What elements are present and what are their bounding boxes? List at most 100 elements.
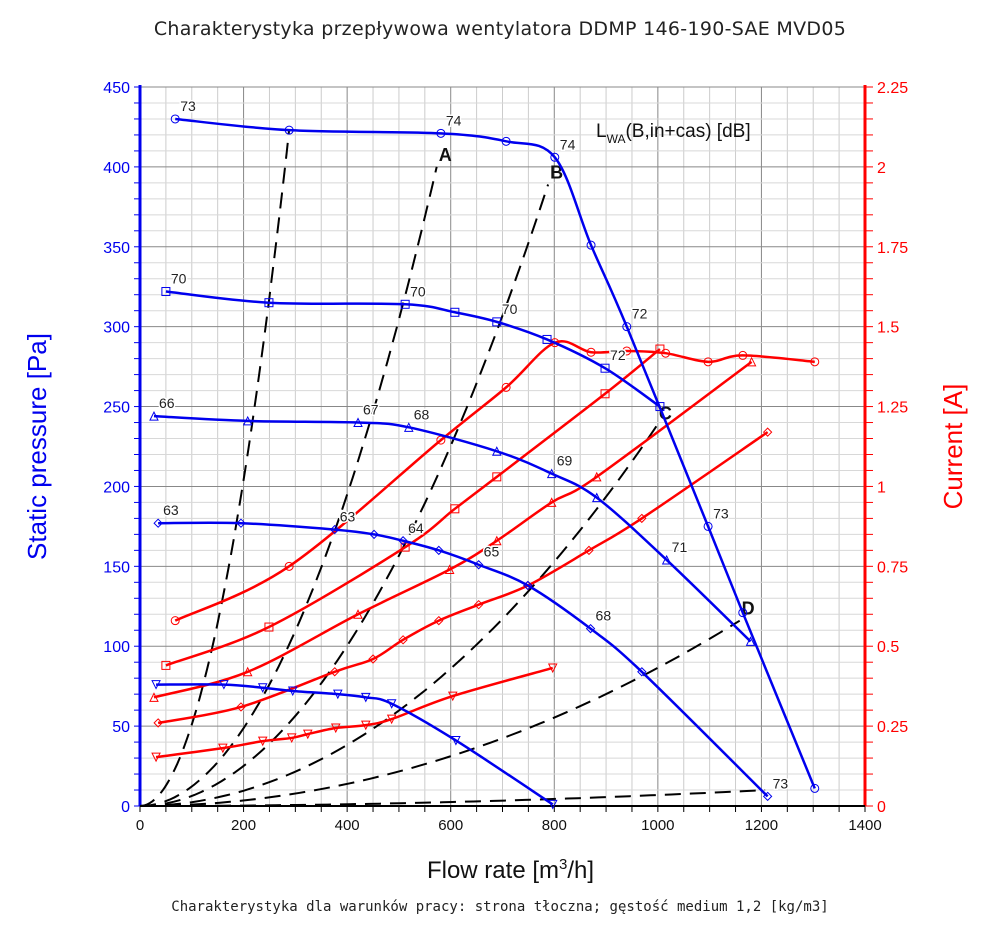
y-tick-label: 150 bbox=[103, 559, 130, 576]
current-point bbox=[302, 729, 313, 740]
current-point bbox=[746, 356, 757, 367]
current-point bbox=[622, 346, 632, 356]
current-point bbox=[257, 736, 268, 747]
pressure-point bbox=[149, 411, 159, 421]
pressure-point bbox=[287, 686, 298, 697]
x-tick-label: 600 bbox=[438, 817, 463, 834]
pressure-point bbox=[661, 554, 672, 565]
current-point bbox=[151, 752, 161, 763]
x-tick-label: 800 bbox=[542, 817, 567, 834]
sound-level-label: 63 bbox=[340, 509, 356, 525]
pressure-point bbox=[161, 287, 171, 297]
y2-tick-label: 1.25 bbox=[877, 400, 908, 417]
current-point bbox=[738, 350, 748, 360]
y2-tick-label: 0.25 bbox=[877, 719, 908, 736]
pressure-point bbox=[745, 636, 756, 646]
pressure-point bbox=[622, 322, 632, 332]
pressure-point bbox=[542, 334, 552, 344]
sound-level-label: 74 bbox=[446, 112, 462, 128]
pressure-point bbox=[353, 417, 363, 428]
pressure-point bbox=[547, 799, 558, 810]
current-point bbox=[492, 472, 502, 482]
pressure-point bbox=[491, 446, 502, 456]
y-axis-title: Static pressure [Pa] bbox=[22, 333, 52, 560]
pressure-point bbox=[473, 560, 484, 570]
current-point bbox=[398, 635, 408, 645]
pressure-point bbox=[403, 422, 414, 432]
x-tick-label: 400 bbox=[335, 817, 360, 834]
pressure-point bbox=[451, 735, 461, 746]
x-tick-label: 200 bbox=[231, 817, 256, 834]
pressure-point bbox=[398, 536, 408, 546]
current-curve bbox=[165, 348, 661, 667]
pressure-point bbox=[523, 580, 533, 591]
current-point bbox=[286, 733, 297, 744]
pressure-point bbox=[400, 299, 410, 309]
pressure-point bbox=[151, 680, 161, 690]
current-point bbox=[153, 718, 163, 728]
current-point bbox=[447, 691, 458, 702]
current-point bbox=[330, 723, 341, 734]
pressure-point bbox=[738, 608, 748, 618]
y-tick-label: 0 bbox=[121, 799, 130, 816]
current-point bbox=[353, 609, 363, 619]
system-curve bbox=[139, 425, 658, 807]
sound-level-label: 66 bbox=[159, 395, 175, 411]
pressure-point bbox=[546, 468, 557, 479]
x-tick-label: 1200 bbox=[745, 817, 778, 834]
current-point bbox=[810, 357, 820, 367]
pressure-point bbox=[550, 152, 560, 162]
system-curve bbox=[139, 184, 550, 807]
current-point bbox=[546, 497, 557, 507]
pressure-point bbox=[236, 518, 246, 528]
y2-axis-title: Current [A] bbox=[938, 384, 968, 510]
current-point bbox=[386, 714, 397, 725]
pressure-point bbox=[703, 521, 713, 531]
current-point bbox=[170, 616, 180, 626]
y-tick-label: 300 bbox=[103, 320, 130, 337]
pressure-point bbox=[257, 683, 268, 693]
x-tick-label: 1000 bbox=[641, 817, 674, 834]
current-point bbox=[591, 471, 602, 482]
y2-tick-label: 0.5 bbox=[877, 639, 899, 656]
sound-level-label: 70 bbox=[502, 301, 518, 317]
current-point bbox=[491, 535, 502, 546]
sound-level-label: 69 bbox=[557, 453, 573, 469]
sound-level-label: 64 bbox=[408, 520, 424, 536]
y-tick-label: 50 bbox=[112, 719, 130, 736]
sound-level-label: 73 bbox=[773, 775, 789, 791]
current-point bbox=[264, 622, 274, 632]
y-tick-label: 100 bbox=[103, 639, 130, 656]
pressure-point bbox=[242, 415, 253, 426]
sound-level-label: 72 bbox=[632, 306, 648, 322]
system-curve bbox=[140, 789, 766, 807]
y2-tick-label: 0.75 bbox=[877, 559, 908, 576]
chart-title: Charakterystyka przepływowa wentylatora … bbox=[153, 18, 847, 40]
current-point bbox=[600, 389, 610, 399]
sound-level-label: 70 bbox=[410, 283, 426, 299]
current-point bbox=[501, 382, 511, 392]
system-curve-label-d: D bbox=[742, 599, 755, 619]
grid bbox=[139, 86, 866, 807]
system-curve bbox=[139, 166, 438, 807]
current-point bbox=[434, 615, 444, 626]
y-tick-label: 250 bbox=[103, 400, 130, 417]
sound-level-label: 73 bbox=[180, 98, 196, 114]
pressure-point bbox=[170, 114, 180, 124]
current-point bbox=[218, 743, 228, 754]
current-point bbox=[368, 654, 378, 664]
current-curve bbox=[155, 666, 554, 759]
pressure-point bbox=[810, 783, 820, 793]
system-curve-label-c: C bbox=[659, 404, 672, 424]
y-tick-label: 450 bbox=[103, 80, 130, 97]
pressure-point bbox=[600, 363, 610, 373]
current-curve bbox=[153, 360, 753, 699]
current-point bbox=[236, 702, 246, 712]
pressure-curve bbox=[153, 414, 752, 643]
pressure-point bbox=[450, 307, 460, 317]
sound-power-annotation: LWA(B,in+cas) [dB] bbox=[596, 121, 751, 146]
current-curve bbox=[157, 431, 769, 725]
sound-level-label: 72 bbox=[610, 347, 626, 363]
pressure-point bbox=[586, 240, 596, 250]
pressure-point bbox=[637, 667, 647, 677]
